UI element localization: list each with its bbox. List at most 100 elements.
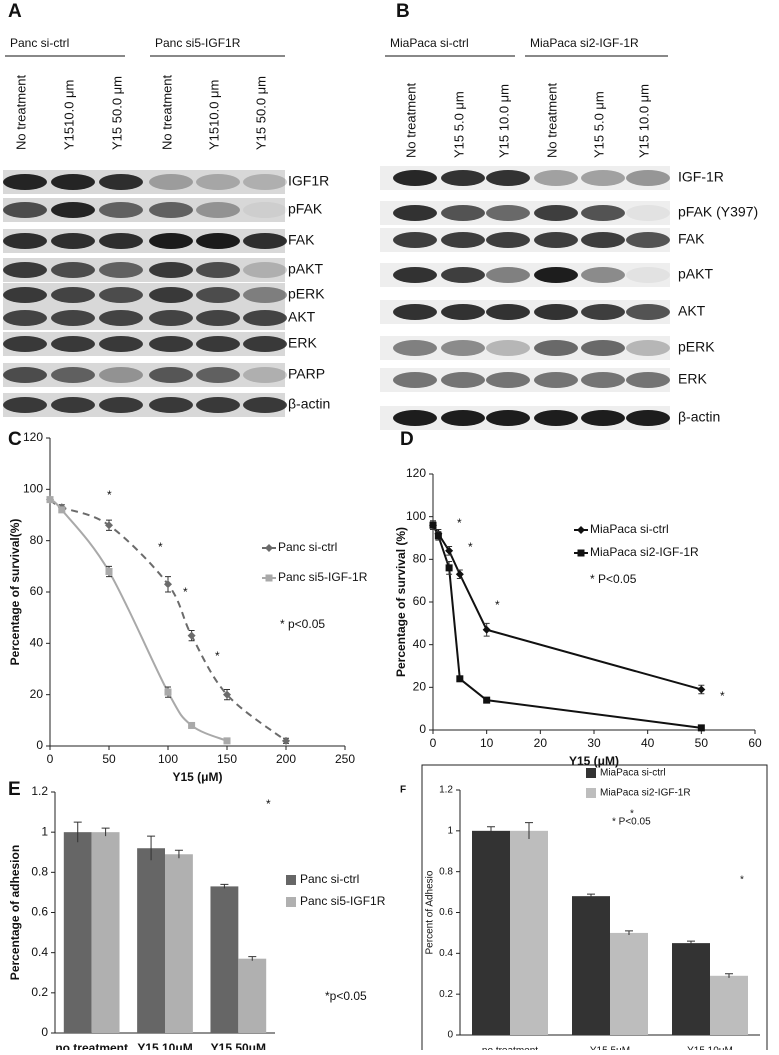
band [581,410,625,426]
band [441,205,485,221]
band [243,202,287,218]
lane-label: Y1510.0 μm [206,80,221,150]
y-axis-label: Percentage of survival(%) [8,519,22,666]
x-tick-label: 150 [217,752,237,766]
panel-letter: A [8,1,22,22]
band [626,205,670,221]
x-axis-label: Y15 (μM) [569,754,619,768]
panel-letter: D [400,429,414,450]
x-tick-label: 10 [480,736,494,750]
band [51,397,95,413]
row-label: AKT [288,309,316,325]
band [99,397,143,413]
band [441,232,485,248]
plot-frame [421,764,768,1055]
annotation: * [158,540,163,554]
x-tick-label: Y15 10μM [137,1041,192,1050]
lane-label: No treatment [544,82,559,158]
annotation: * P<0.05 [612,817,651,828]
band [534,304,578,320]
bar [572,896,610,1035]
error-bar [725,973,733,978]
band [581,340,625,356]
y-tick-label: 0.4 [439,948,453,959]
legend-swatch [586,788,596,798]
chart: C 0 20 40 60 80 100 120 Percentage of survival(%… [8,429,368,784]
band [581,170,625,186]
marker [455,570,464,579]
band [51,310,95,326]
band [196,287,240,303]
band [149,287,193,303]
lane-label: Y15 5.0 μm [591,91,606,158]
y-tick-label: 100 [23,482,43,496]
band [486,304,530,320]
error-bar [73,821,82,843]
annotation: * [630,809,634,820]
band [486,232,530,248]
band [581,205,625,221]
y-tick-label: 1.2 [439,785,453,796]
y-tick-label: 0.6 [31,905,48,919]
bar [137,848,165,1033]
band [149,367,193,383]
y-tick-label: 1 [447,825,453,836]
band [393,410,437,426]
marker [429,521,437,529]
legend-label: Panc si5-IGF-1R [278,570,368,584]
bar [710,975,748,1035]
band [243,397,287,413]
band [149,397,193,413]
group-label: Panc si-ctrl [10,36,69,50]
annotation: * [266,797,271,811]
band [243,367,287,383]
error-bar [625,930,633,935]
bar [63,832,92,1033]
row-label: pERK [678,339,715,355]
band [3,310,47,326]
y-tick-label: 0 [41,1025,48,1039]
blot-strip [3,170,285,194]
band [441,267,485,283]
marker [445,546,454,555]
band [99,367,143,383]
band [486,267,530,283]
y-tick-label: 40 [413,637,427,651]
legend-label: MiaPaca si-ctrl [600,768,666,779]
y-tick-label: 0 [36,738,43,752]
band [3,336,47,352]
marker [483,696,491,704]
x-tick-label: 0 [430,736,437,750]
y-tick-label: 0 [447,1030,453,1041]
band [534,205,578,221]
band [534,232,578,248]
band [99,202,143,218]
x-tick-label: 30 [587,736,601,750]
band [581,304,625,320]
band [393,267,437,283]
band [99,336,143,352]
x-tick-label: Y15 5μM [590,1046,630,1050]
x-tick-label: 40 [641,736,655,750]
error-bar [101,827,110,837]
error-bar [525,822,533,839]
y-tick-label: 0.8 [439,866,453,877]
band [534,410,578,426]
band [441,170,485,186]
x-tick-label: no treatment [55,1041,128,1050]
band [534,170,578,186]
band [393,372,437,388]
y-tick-label: 40 [30,636,44,650]
bar [472,830,510,1035]
marker [223,737,231,745]
panel-letter: B [396,1,410,22]
band [149,262,193,278]
marker [164,580,172,589]
band [196,262,240,278]
marker [105,567,113,575]
legend-label: MiaPaca si-ctrl [590,522,669,536]
legend-label: Panc si-ctrl [278,540,337,554]
bar [610,932,648,1035]
marker [223,690,231,699]
